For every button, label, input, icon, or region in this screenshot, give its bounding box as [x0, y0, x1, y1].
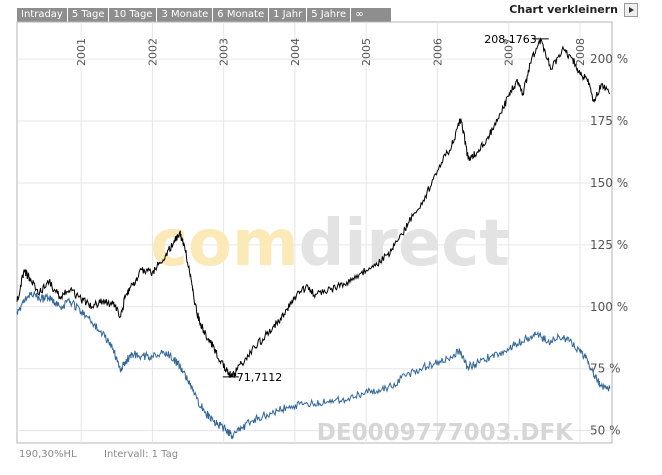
tab-6-monate[interactable]: 6 Monate — [213, 8, 270, 22]
grid — [17, 22, 612, 443]
x-tick-label: 2005 — [360, 38, 373, 66]
annotations: 208,1763 71,7112 — [222, 33, 549, 384]
y-tick-label: 175 % — [590, 114, 628, 128]
y-tick-label: 150 % — [590, 176, 628, 190]
tab-intraday[interactable]: Intraday — [17, 8, 68, 22]
tab-all[interactable]: ∞ — [351, 8, 392, 22]
x-tick-label: 2001 — [75, 38, 88, 66]
tab-3-monate[interactable]: 3 Monate — [157, 8, 214, 22]
tab-5-tage[interactable]: 5 Tage — [67, 8, 110, 22]
x-tick-label: 2006 — [431, 38, 444, 66]
hl-label: 190,30%HL — [19, 449, 77, 460]
interval-label: Intervall: 1 Tag — [104, 449, 178, 460]
watermark-logo: comdirect — [150, 207, 510, 281]
annotation-label: 71,7112 — [237, 371, 283, 384]
symbol-label: DE0009777003.DFK — [317, 420, 574, 446]
series-group — [16, 37, 611, 440]
y-tick-label: 100 % — [590, 300, 628, 314]
y-tick-label: 200 % — [590, 52, 628, 66]
x-tick-label: 2008 — [574, 38, 587, 66]
tick-labels: 2001 2002 2003 2004 2005 2006 2007 2008 200 % 175… — [75, 38, 628, 438]
arrow-right-icon[interactable] — [624, 3, 638, 17]
plot-frame — [16, 21, 613, 444]
y-tick-label: 75 % — [590, 362, 621, 376]
y-tick-label: 50 % — [590, 424, 621, 438]
x-tick-label: 2003 — [218, 38, 231, 66]
watermark-part-2: direct — [299, 207, 510, 281]
x-tick-label: 2002 — [146, 38, 159, 66]
x-tick-label: 2007 — [503, 38, 516, 66]
shrink-chart-button[interactable]: Chart verkleinern — [509, 3, 638, 17]
tab-1-jahr[interactable]: 1 Jahr — [269, 8, 308, 22]
series-line-1 — [16, 37, 611, 378]
watermark-part-1: com — [150, 207, 299, 281]
shrink-chart-label: Chart verkleinern — [509, 3, 618, 16]
tab-10-tage[interactable]: 10 Tage — [109, 8, 158, 22]
x-tick-label: 2004 — [289, 38, 302, 66]
series-line-2 — [16, 291, 611, 440]
annotation-label: 208,1763 — [484, 33, 537, 46]
tab-5-jahre[interactable]: 5 Jahre — [307, 8, 352, 22]
range-tabs: Intraday 5 Tage 10 Tage 3 Monate 6 Monat… — [17, 8, 392, 22]
y-tick-label: 125 % — [590, 238, 628, 252]
